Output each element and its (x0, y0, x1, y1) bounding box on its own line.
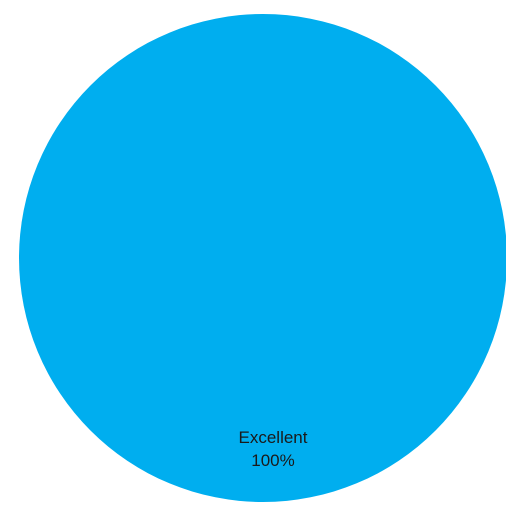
slice-label-name: Excellent (239, 428, 308, 447)
pie-slices (19, 14, 506, 502)
pie-slice-excellent (19, 14, 506, 502)
slice-label-percent: 100% (251, 451, 294, 470)
pie-labels: Excellent 100% (239, 428, 308, 470)
